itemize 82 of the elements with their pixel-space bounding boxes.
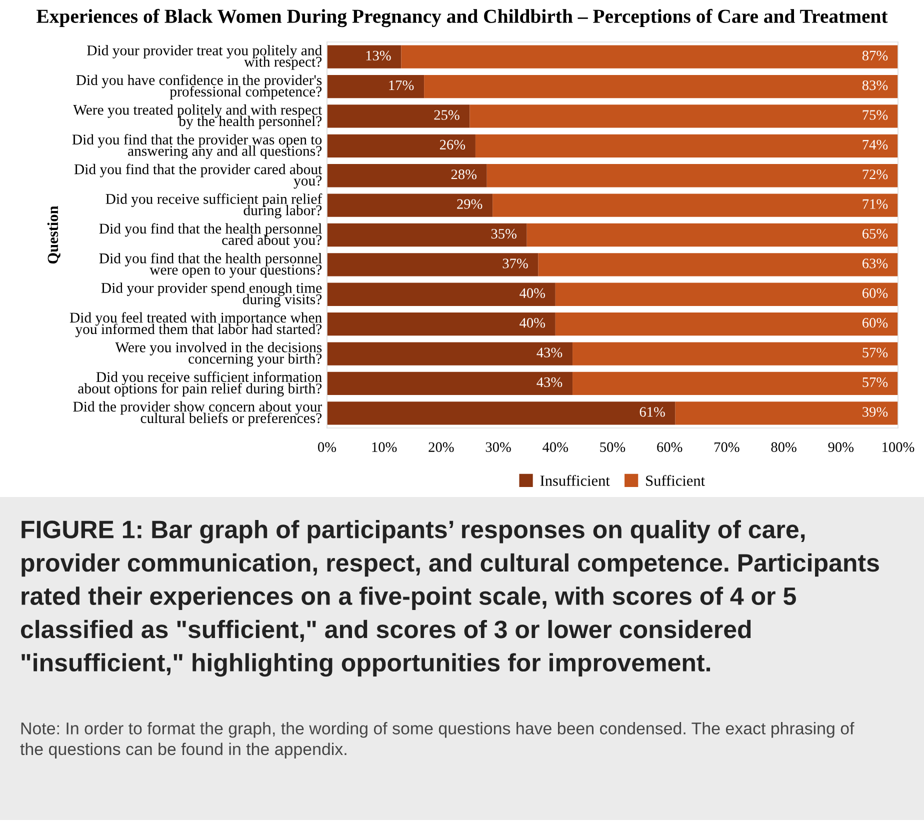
x-tick-label: 10% [372,442,397,452]
bar [327,282,556,306]
x-tick-label: 60% [657,442,682,452]
x-tick-label: 30% [486,442,511,452]
y-tick-label: Were you treated politely and with respect by the health personnel? [73,104,322,130]
x-tick-label: 70% [714,442,740,452]
y-tick-label: Did you find that the health personnel cared about you? [99,223,322,248]
bar [572,372,898,396]
data-label: 13% [366,50,391,60]
y-tick-label: Did the provider show concern about your cultural beliefs or preferences? [73,401,322,426]
y-tick-label: Did you receive sufficient pain relief during labor? [106,193,322,218]
bar [327,402,676,425]
bar [675,402,898,425]
bar [555,312,898,336]
data-label: 87% [862,50,888,60]
data-label: 43% [536,348,562,358]
data-label: 40% [520,318,546,328]
y-tick-label: Did you find that the provider cared about you? [74,164,322,189]
caption: FIGURE 1: Bar graph of participants’ responses on quality of care, provider communication, respect, and cultural competence. Participants rated their experiences on a five-point scale, with scores of 4 or 5 classified as "sufficient," and scores of 3 or lower considered "insufficient," highlighting opportunities for improvement. [20,520,879,677]
data-label: 63% [862,258,888,268]
y-tick-label: Did you have confidence in the provider's professional competence? [76,74,322,100]
bar [492,194,898,217]
chart-title: Experiences of Black Women During Pregnancy and Childbirth – Perceptions of Care and Treatment [36,8,888,28]
data-label: 43% [536,377,562,388]
y-tick-label: Did you find that the health personnel were open to your questions? [99,252,322,278]
legend-label: Sufficient [646,474,705,486]
x-tick-label: 80% [771,442,796,452]
data-label: 37% [502,258,528,268]
legend-label: Insufficient [540,474,610,486]
bar [327,104,470,128]
data-label: 26% [440,140,466,150]
bar [470,104,898,128]
bar [475,134,898,158]
y-tick-label: Did you receive sufficient information about options for pain relief during birth? [78,372,322,397]
data-label: 61% [640,407,665,417]
bar [327,253,538,276]
x-tick-label: 0% [318,442,336,452]
y-tick-label: Did you feel treated with importance when you informed them that labor had started? [70,312,322,338]
data-label: 35% [491,228,516,239]
data-label: 72% [862,170,888,180]
data-label: 57% [862,348,888,358]
bar [424,74,898,98]
bar [401,45,898,68]
y-tick-label: Did your provider spend enough time during visits? [101,282,322,308]
x-tick-label: 20% [428,442,454,452]
bar [572,342,898,366]
data-label: 25% [434,110,460,120]
y-tick-label: Were you involved in the decisions concerning your birth? [115,342,322,367]
bar [555,282,898,306]
x-tick-label: 100% [882,442,914,452]
data-label: 29% [457,199,482,209]
bar [327,372,573,396]
bar [538,253,898,276]
data-label: 74% [862,140,888,150]
x-tick-label: 90% [828,442,854,452]
data-label: 65% [862,228,888,239]
data-label: 39% [862,407,888,417]
data-label: 60% [862,318,888,328]
data-label: 71% [862,199,888,209]
x-tick-label: 40% [542,442,568,452]
data-label: 40% [520,288,546,298]
bar [486,164,898,188]
y-axis-title: Question [47,206,60,264]
bar [327,134,476,158]
data-label: 83% [862,80,888,90]
bar [327,194,493,217]
data-label: 28% [451,170,477,180]
data-label: 17% [389,80,414,90]
data-label: 60% [862,288,888,298]
y-tick-label: Did you find that the provider was open to answering any and all questions? [72,134,322,159]
bar [327,342,573,366]
data-label: 57% [862,377,888,388]
bar [327,223,527,247]
x-tick-label: 50% [600,442,626,452]
bar [327,164,487,188]
bar [327,45,402,68]
bar [327,74,424,98]
data-label: 75% [862,110,888,120]
y-tick-label: Did your provider treat you politely and with respect? [87,45,322,70]
bar [526,223,898,247]
text: Note: In order to format the graph, the wording of some questions have been condensed. The exact phrasing of the questions can be found in the appendix. [20,722,854,759]
bar [327,312,556,336]
